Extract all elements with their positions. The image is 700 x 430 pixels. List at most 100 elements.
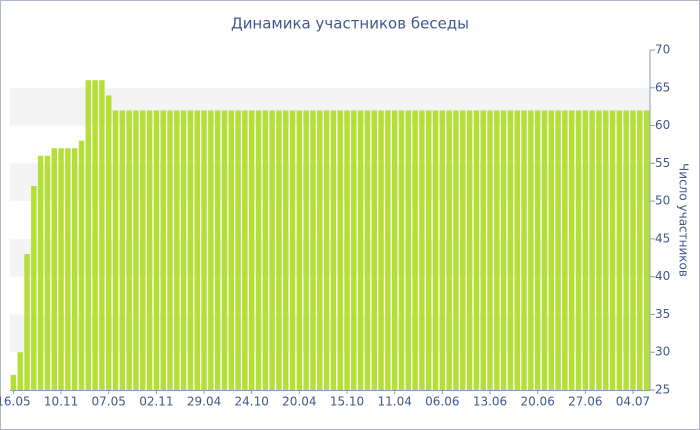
bar xyxy=(276,110,282,390)
bar xyxy=(248,110,255,390)
bar xyxy=(507,110,514,390)
bar xyxy=(391,110,398,390)
bar xyxy=(255,110,262,390)
bar xyxy=(500,110,507,390)
x-tick-label: 20.06 xyxy=(520,395,554,409)
x-tick-label: 07.05 xyxy=(92,395,126,409)
bar xyxy=(160,110,166,390)
bar xyxy=(528,110,534,390)
bar xyxy=(357,110,364,390)
bar xyxy=(317,110,323,390)
bar xyxy=(194,110,200,390)
bar xyxy=(10,374,17,390)
bar xyxy=(487,110,493,390)
bar xyxy=(99,80,105,390)
bar xyxy=(589,110,595,390)
x-tick-label: 20.04 xyxy=(282,395,316,409)
bar xyxy=(466,110,473,390)
bar xyxy=(92,80,98,390)
bar xyxy=(514,110,520,390)
bar xyxy=(453,110,459,390)
bar xyxy=(371,110,377,390)
bar xyxy=(473,110,480,390)
x-tick-label: 29.04 xyxy=(187,395,221,409)
bar xyxy=(126,110,132,390)
bar xyxy=(269,110,275,390)
bar xyxy=(582,110,589,390)
y-tick-label: 45 xyxy=(655,231,670,245)
bar xyxy=(337,110,343,390)
bar xyxy=(17,352,23,390)
bar xyxy=(541,110,548,390)
bar xyxy=(426,110,432,390)
bar xyxy=(146,110,153,390)
bar xyxy=(106,95,112,390)
bar xyxy=(24,254,30,390)
bar xyxy=(419,110,425,390)
bar xyxy=(521,110,527,390)
y-axis-title: Число участников xyxy=(677,163,691,277)
x-tick-label: 10.11 xyxy=(44,395,78,409)
bar xyxy=(555,110,561,390)
bar xyxy=(548,110,554,390)
bar xyxy=(637,110,643,390)
x-tick-label: 06.06 xyxy=(425,395,459,409)
x-tick-label: 24.10 xyxy=(235,395,269,409)
bar xyxy=(187,110,194,390)
y-tick-label: 25 xyxy=(655,383,670,397)
x-tick-label: 16.05 xyxy=(0,395,31,409)
bar xyxy=(208,110,214,390)
y-tick-label: 35 xyxy=(655,307,670,321)
bar xyxy=(623,110,629,390)
bar xyxy=(242,110,248,390)
chart-title: Динамика участников беседы xyxy=(231,15,469,33)
bar xyxy=(51,148,57,390)
y-tick-label: 55 xyxy=(655,156,670,170)
bar xyxy=(534,110,541,390)
x-tick-label: 02.11 xyxy=(139,395,173,409)
bar xyxy=(140,110,146,390)
y-tick-label: 70 xyxy=(655,43,670,57)
bar xyxy=(643,110,650,390)
bar xyxy=(412,110,418,390)
bar xyxy=(201,110,207,390)
bar xyxy=(562,110,568,390)
bar xyxy=(460,110,466,390)
bar xyxy=(303,110,309,390)
bar xyxy=(221,110,228,390)
bar xyxy=(235,110,241,390)
y-tick-label: 30 xyxy=(655,345,670,359)
bar xyxy=(494,110,500,390)
bar xyxy=(78,140,85,390)
bar xyxy=(364,110,371,390)
bar xyxy=(262,110,269,390)
bar xyxy=(37,155,44,390)
bar xyxy=(174,110,180,390)
bar xyxy=(330,110,337,390)
plot-area xyxy=(10,80,650,390)
bar xyxy=(439,110,446,390)
x-tick-label: 13.06 xyxy=(473,395,507,409)
bar xyxy=(44,155,51,390)
bar xyxy=(71,148,78,390)
bar xyxy=(153,110,160,390)
bar xyxy=(119,110,126,390)
bar xyxy=(575,110,582,390)
bar xyxy=(616,110,623,390)
bar xyxy=(596,110,602,390)
bar xyxy=(405,110,412,390)
y-tick-label: 50 xyxy=(655,194,670,208)
bar xyxy=(385,110,391,390)
bar xyxy=(378,110,384,390)
x-tick-label: 15.10 xyxy=(330,395,364,409)
bar xyxy=(65,148,71,390)
bar xyxy=(167,110,173,390)
bar xyxy=(214,110,221,390)
bar xyxy=(310,110,316,390)
bar xyxy=(603,110,609,390)
y-tick-label: 40 xyxy=(655,269,670,283)
bar xyxy=(228,110,234,390)
bar xyxy=(609,110,616,390)
y-tick-label: 60 xyxy=(655,118,670,132)
x-tick-label: 04.07 xyxy=(616,395,650,409)
